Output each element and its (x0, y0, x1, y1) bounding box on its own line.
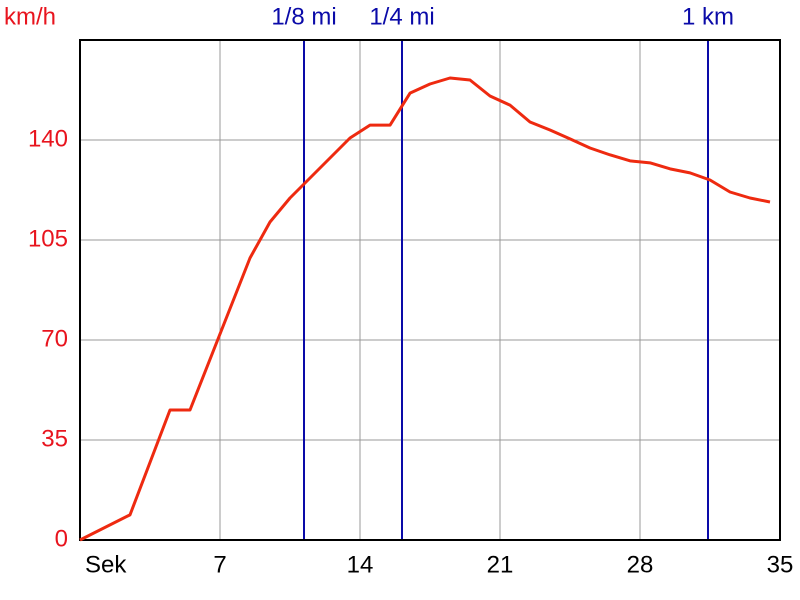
x-tick-label: 35 (767, 551, 794, 578)
y-tick-label: 140 (28, 125, 68, 152)
y-tick-label: 70 (41, 325, 68, 352)
speed-line (79, 76, 771, 542)
y-tick-label: 105 (28, 225, 68, 252)
y-tick-label: 35 (41, 425, 68, 452)
y-axis-label: km/h (4, 3, 56, 30)
x-tick-label: 14 (347, 551, 374, 578)
distance-marker-label: 1/8 mi (271, 3, 336, 30)
x-tick-label: 7 (213, 551, 226, 578)
x-tick-label: Sek (85, 551, 127, 578)
distance-marker-label: 1/4 mi (369, 3, 434, 30)
distance-marker-label: 1 km (682, 3, 734, 30)
x-tick-label: 28 (627, 551, 654, 578)
plot-frame (79, 39, 781, 541)
x-tick-label: 21 (487, 551, 514, 578)
y-tick-label: 0 (55, 525, 68, 552)
